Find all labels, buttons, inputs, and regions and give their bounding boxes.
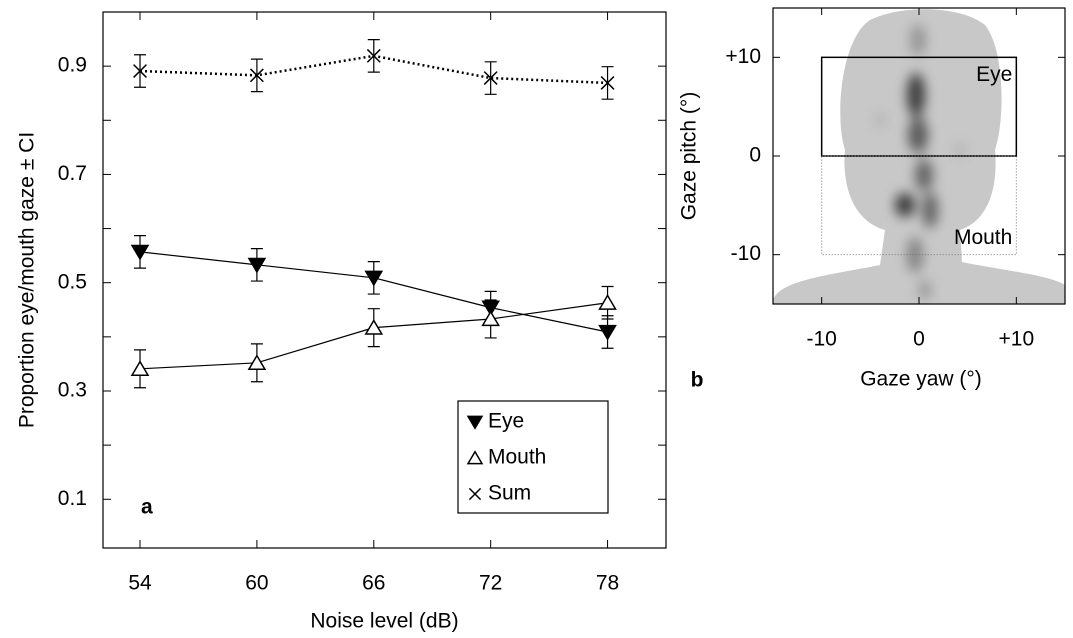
data-point xyxy=(600,75,615,90)
data-point xyxy=(483,71,498,85)
data-point xyxy=(247,257,267,274)
data-point xyxy=(364,318,384,335)
legend-label: Sum xyxy=(488,482,531,505)
region-label: Mouth xyxy=(954,226,1012,249)
y-axis-label: Proportion eye/mouth gaze ± CI xyxy=(16,132,39,428)
x-tick-label: 72 xyxy=(479,572,502,595)
data-point xyxy=(249,68,264,83)
legend-marker xyxy=(468,487,482,501)
legend-box xyxy=(457,400,609,514)
x-axis-label: Gaze yaw (°) xyxy=(860,368,982,391)
data-point xyxy=(598,324,617,341)
legend-label: Mouth xyxy=(488,446,546,469)
region-box xyxy=(820,56,1018,157)
y-tick-label: 0.5 xyxy=(58,270,87,293)
region-box xyxy=(821,155,1017,256)
legend-marker xyxy=(466,450,484,465)
data-point xyxy=(133,64,147,78)
plot-frame xyxy=(102,11,667,549)
panel-label: a xyxy=(141,496,153,519)
data-point xyxy=(364,270,384,287)
y-axis-label: Gaze pitch (°) xyxy=(678,92,701,221)
y-tick-label: 0 xyxy=(749,144,761,167)
x-tick-label: 54 xyxy=(128,572,152,595)
legend-marker xyxy=(466,415,484,430)
x-tick-label: 0 xyxy=(913,328,925,351)
x-tick-label: 60 xyxy=(245,572,268,595)
x-tick-label: 78 xyxy=(596,572,619,595)
data-point xyxy=(130,360,150,376)
data-point xyxy=(366,48,381,63)
x-tick-label: 66 xyxy=(362,572,385,595)
x-tick-label: +10 xyxy=(999,328,1035,351)
y-tick-label: 0.3 xyxy=(58,379,87,402)
data-point xyxy=(481,310,500,327)
x-tick-label: -10 xyxy=(806,328,836,351)
panel-label: b xyxy=(691,369,704,392)
data-point xyxy=(598,294,617,310)
region-label: Eye xyxy=(976,63,1012,86)
y-tick-label: -10 xyxy=(731,242,761,265)
y-tick-label: 0.7 xyxy=(58,162,87,185)
data-point xyxy=(247,354,267,370)
data-point xyxy=(130,244,150,261)
x-axis-label: Noise level (dB) xyxy=(310,610,458,633)
y-tick-label: +10 xyxy=(725,45,761,68)
y-tick-label: 0.1 xyxy=(58,487,87,510)
y-tick-label: 0.9 xyxy=(58,54,87,77)
legend-label: Eye xyxy=(488,410,524,433)
